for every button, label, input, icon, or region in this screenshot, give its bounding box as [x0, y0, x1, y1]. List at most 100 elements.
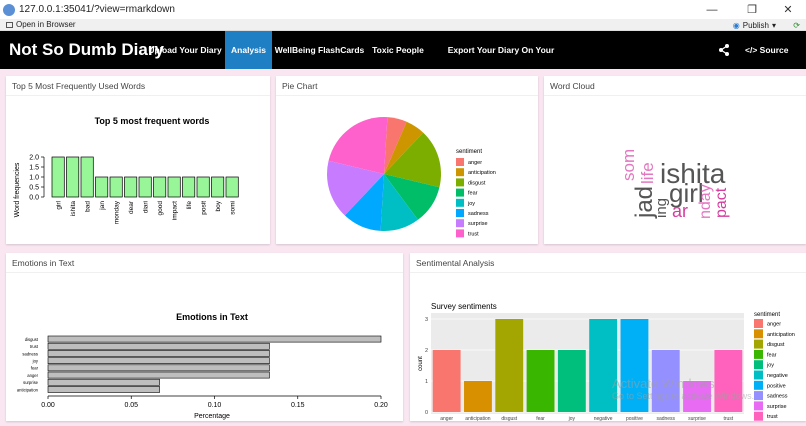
legend-swatch	[456, 198, 464, 207]
pie-chart: sentiment anger anticipation disgust fear joy…	[327, 117, 496, 238]
word-cloud-panel: Word Cloud som life ishita jad girl nday…	[544, 76, 806, 244]
pie-slice	[384, 117, 407, 174]
browser-titlebar: 127.0.0.1:35041/?view=rmarkdown	[0, 0, 806, 19]
x-tick-label: 0.20	[374, 402, 388, 409]
sentimental-panel: Sentimental Analysis Survey sentiments 0 1…	[410, 253, 806, 426]
x-tick-label: trust	[723, 416, 733, 421]
bar	[124, 176, 138, 198]
x-tick-label: bad	[85, 201, 92, 212]
bar	[51, 156, 65, 198]
x-tick-label: anger	[440, 416, 453, 421]
bar	[432, 350, 461, 412]
publish-button[interactable]: ◉ Publish ▾	[732, 20, 776, 30]
legend-title: sentiment	[456, 149, 482, 155]
refresh-button[interactable]: ⟳	[793, 19, 800, 31]
y-tick-label: 2.0	[29, 155, 39, 162]
x-tick-label: disgust	[501, 416, 517, 421]
bar	[47, 357, 270, 364]
x-tick-label: impact	[172, 201, 179, 220]
minimize-icon[interactable]: —	[706, 3, 718, 16]
legend-swatch	[456, 229, 464, 238]
bar	[80, 156, 94, 198]
bar	[153, 176, 167, 198]
y-tick-label: 2	[425, 348, 428, 354]
word-nday: nday	[697, 184, 714, 219]
code-icon: </>	[745, 45, 758, 55]
nav-analysis[interactable]: Analysis	[225, 31, 272, 69]
legend-label: surprise	[468, 221, 488, 227]
bar	[225, 176, 239, 198]
top-words-chart: Top 5 most frequent words Word frequencie…	[14, 116, 239, 224]
legend-swatch	[754, 411, 763, 421]
legend-swatch	[754, 380, 763, 390]
legend-label: anger	[468, 160, 482, 166]
x-tick-label: 0.15	[291, 402, 305, 409]
x-tick-label: sadness	[656, 416, 675, 421]
legend-label: positive	[767, 383, 786, 389]
legend-label: anticipation	[767, 332, 795, 338]
top-words-title: Top 5 Most Frequently Used Words	[6, 76, 270, 96]
word-cloud: som life ishita jad girl nday ing ar pac…	[619, 149, 730, 221]
legend-label: sadness	[767, 394, 788, 400]
legend-swatch	[754, 319, 763, 328]
brand-title[interactable]: Not So Dumb Diary	[9, 40, 164, 59]
nav-toxic-people[interactable]: Toxic People	[372, 45, 424, 55]
app-icon	[3, 3, 15, 16]
y-tick-label: joy	[32, 359, 39, 364]
x-tick-label: 0.00	[41, 402, 55, 409]
app-navbar: Not So Dumb Diary Upload Your Diary Anal…	[0, 31, 806, 93]
pie-slice	[328, 117, 388, 174]
x-tick-label: monday	[114, 200, 121, 224]
bar	[47, 371, 270, 379]
watermark-line2: Go to Settings to activate Windows.	[612, 391, 755, 401]
bar	[196, 176, 210, 198]
refresh-icon: ⟳	[793, 20, 800, 30]
pie-slice	[384, 121, 424, 174]
word-ishita: ishita	[660, 158, 726, 189]
nav-upload-diary[interactable]: Upload Your Diary	[148, 45, 222, 55]
y-tick-label: anger	[27, 373, 38, 378]
y-tick-label: disgust	[25, 337, 39, 342]
source-code-link[interactable]: </> Source Code	[745, 45, 789, 93]
legend-title: sentiment	[754, 312, 780, 318]
word-cloud-title: Word Cloud	[544, 76, 806, 96]
bar	[557, 350, 586, 412]
legend-swatch	[456, 219, 464, 228]
y-tick-label: 0	[425, 410, 428, 416]
x-tick-label: diari	[143, 201, 150, 213]
legend-label: surprise	[767, 404, 787, 410]
emotions-title: Emotions in Text	[6, 253, 403, 273]
x-tick-label: fear	[536, 416, 545, 421]
sentiment-chart: Survey sentiments 0 1 2 3 count anger anticipat…	[418, 302, 795, 426]
legend-swatch	[456, 188, 464, 197]
pie-title: Pie Chart	[276, 76, 538, 96]
bar	[47, 335, 382, 343]
chevron-down-icon: ▾	[771, 20, 776, 30]
activate-windows-watermark: Activate Windows Go to Settings to activ…	[612, 376, 754, 401]
url-text[interactable]: 127.0.0.1:35041/?view=rmarkdown	[19, 4, 175, 15]
open-in-browser-button[interactable]: Open in Browser	[6, 20, 76, 29]
nav-export-whatsapp[interactable]: Export Your Diary On Your Whatsapp	[447, 45, 555, 93]
share-icon[interactable]	[718, 31, 730, 69]
restore-icon[interactable]: ❐	[747, 4, 757, 16]
close-icon[interactable]: ✕	[783, 4, 793, 16]
bar	[66, 156, 80, 198]
y-tick-label: sadness	[22, 351, 38, 356]
publish-icon: ◉	[732, 20, 740, 30]
bar	[620, 319, 649, 412]
bar	[651, 350, 680, 412]
nav-wellbeing-flashcards[interactable]: WellBeing FlashCards	[274, 45, 365, 55]
legend-swatch	[456, 209, 464, 217]
y-tick-label: 1.0	[29, 175, 39, 182]
open-browser-icon	[6, 21, 13, 28]
x-tick-label: negative	[594, 416, 613, 421]
y-tick-label: surprise	[23, 380, 39, 385]
legend-label: fear	[767, 352, 777, 358]
sentimental-title: Sentimental Analysis	[410, 253, 806, 273]
word-pact: pact	[713, 187, 730, 218]
legend-label: joy	[467, 201, 475, 207]
bar	[495, 319, 524, 412]
bar	[47, 364, 270, 372]
bar	[464, 381, 492, 412]
top-words-panel: Top 5 Most Frequently Used Words Top 5 m…	[6, 76, 270, 244]
